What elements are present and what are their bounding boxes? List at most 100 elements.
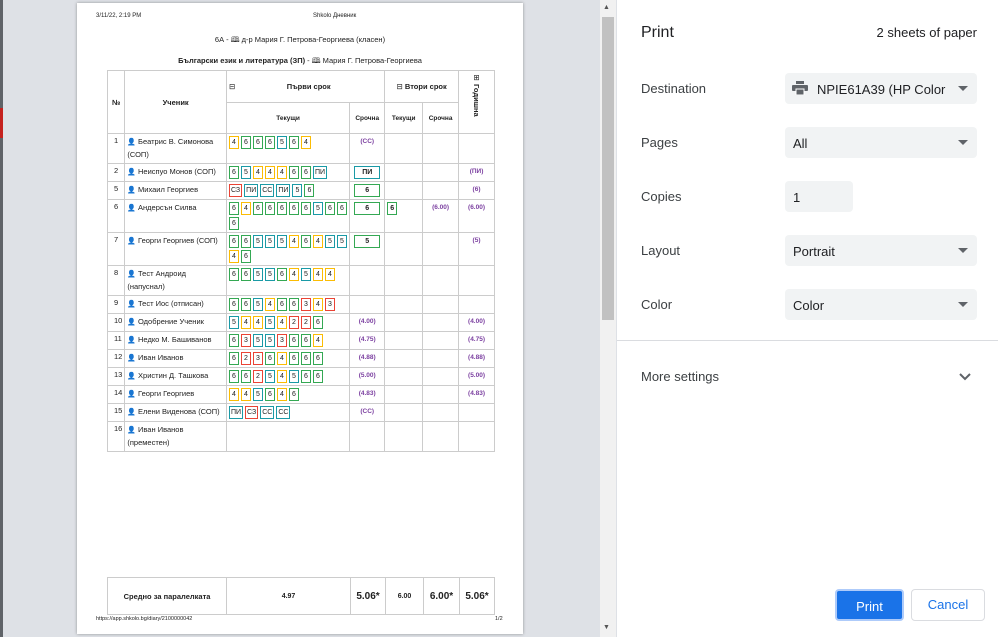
grade-badge[interactable]: 2 <box>300 316 311 329</box>
grade-badge[interactable]: СЗ <box>245 406 259 419</box>
grade-badge[interactable]: ПИ <box>228 406 243 419</box>
grade-badge[interactable]: 4 <box>264 298 275 311</box>
grade-badge[interactable]: 6 <box>312 352 323 365</box>
layout-select[interactable]: Portrait <box>785 235 977 266</box>
print-button[interactable]: Print <box>835 589 904 621</box>
grade-badge[interactable]: 3 <box>276 334 287 347</box>
scroll-up-icon[interactable]: ▲ <box>603 4 610 11</box>
color-select[interactable]: Color <box>785 289 977 320</box>
student-name-text[interactable]: Георги Георгиев <box>138 389 195 398</box>
grade-badge[interactable]: 4 <box>288 235 299 248</box>
grade-badge[interactable]: 5 <box>264 334 275 347</box>
grade-badge[interactable]: 5 <box>264 316 275 329</box>
grade-badge[interactable]: 5 <box>252 334 263 347</box>
grade-badge[interactable]: 5 <box>252 268 263 281</box>
grade-badge[interactable]: 6 <box>300 370 311 383</box>
student-name-text[interactable]: Недко М. Башиванов <box>138 335 212 344</box>
grade-badge[interactable]: 6 <box>228 217 239 230</box>
grade-badge[interactable]: 6 <box>264 388 275 401</box>
grade-badge[interactable]: 6 <box>228 235 239 248</box>
grade-badge[interactable]: 6 <box>312 370 323 383</box>
grade-badge[interactable]: 4 <box>276 370 287 383</box>
term2-header[interactable]: ⊟ Втори срок <box>384 70 460 103</box>
grade-badge[interactable]: 6 <box>228 268 239 281</box>
grade-badge[interactable]: 4 <box>312 268 323 281</box>
scroll-down-icon[interactable]: ▼ <box>603 624 610 631</box>
student-name-text[interactable]: Одобрение Ученик <box>138 317 204 326</box>
collapse-icon[interactable]: ⊟ <box>396 82 403 91</box>
grade-badge[interactable]: 6 <box>288 136 299 149</box>
student-name-text[interactable]: Тест Иос (отписан) <box>138 299 204 308</box>
grade-badge[interactable]: 5 <box>264 235 275 248</box>
grade-badge[interactable]: 6 <box>276 298 287 311</box>
student-name-text[interactable]: Иван Иванов (преместен) <box>127 425 184 447</box>
grade-badge[interactable]: 5 <box>312 202 323 215</box>
annual-header[interactable]: ⊞ Годишна <box>458 70 495 134</box>
grade-badge[interactable]: 5 <box>288 370 299 383</box>
grade-badge[interactable]: 5 <box>240 166 251 179</box>
grade-badge[interactable]: 4 <box>312 334 323 347</box>
grade-badge[interactable]: 6 <box>300 202 311 215</box>
grade-badge[interactable]: ПИ <box>276 184 291 197</box>
student-name-text[interactable]: Христин Д. Ташкова <box>138 371 209 380</box>
grade-badge[interactable]: 6 <box>240 268 251 281</box>
grade-badge[interactable]: 6 <box>288 334 299 347</box>
grade-badge[interactable]: 6 <box>240 370 251 383</box>
grade-badge[interactable]: 4 <box>228 136 239 149</box>
grade-badge[interactable]: 6 <box>228 202 239 215</box>
student-name-text[interactable]: Беатрис В. Симонова (СОП) <box>127 137 214 159</box>
grade-badge[interactable]: 5 <box>292 184 303 197</box>
grade-badge[interactable]: 6 <box>228 298 239 311</box>
grade-badge[interactable]: 6 <box>252 136 263 149</box>
student-name-text[interactable]: Елени Виденова (СОП) <box>138 407 220 416</box>
grade-badge[interactable]: 6 <box>264 136 275 149</box>
copies-input[interactable]: 1 <box>785 181 853 212</box>
grade-badge[interactable]: 5 <box>336 235 347 248</box>
grade-badge[interactable]: 4 <box>288 268 299 281</box>
grade-badge[interactable]: 4 <box>228 250 239 263</box>
grade-badge[interactable]: 5 <box>252 388 263 401</box>
grade-badge[interactable]: 5 <box>252 298 263 311</box>
grade-badge[interactable]: 6 <box>312 316 323 329</box>
expand-icon[interactable]: ⊞ <box>473 73 480 82</box>
grade-badge[interactable]: 6 <box>288 352 299 365</box>
grade-badge[interactable]: 6 <box>288 388 299 401</box>
grade-badge[interactable]: 4 <box>276 316 287 329</box>
term1-header[interactable]: ⊟ Първи срок <box>225 70 386 103</box>
grade-badge[interactable]: 4 <box>276 388 287 401</box>
grade-badge[interactable]: 4 <box>252 166 263 179</box>
grade-badge[interactable]: 2 <box>240 352 251 365</box>
grade-badge[interactable]: 6 <box>324 202 335 215</box>
grade-badge[interactable]: 4 <box>300 136 311 149</box>
grade-badge[interactable]: 6 <box>228 334 239 347</box>
grade-badge[interactable]: 2 <box>252 370 263 383</box>
grade-badge[interactable]: СС <box>260 184 275 197</box>
grade-badge[interactable]: 5 <box>252 235 263 248</box>
grade-badge[interactable]: 3 <box>324 298 335 311</box>
grade-badge[interactable]: 6 <box>240 235 251 248</box>
grade-badge[interactable]: 5 <box>324 235 335 248</box>
grade-badge[interactable]: 5 <box>276 136 287 149</box>
grade-badge[interactable]: 6 <box>300 334 311 347</box>
grade-badge[interactable]: 6 <box>336 202 347 215</box>
student-name-text[interactable]: Тест Андроид (напуснал) <box>127 269 187 291</box>
student-name-text[interactable]: Иван Иванов <box>138 353 184 362</box>
grade-badge[interactable]: 4 <box>252 316 263 329</box>
student-name-text[interactable]: Михаил Георгиев <box>138 185 199 194</box>
grade-badge[interactable]: 3 <box>240 334 251 347</box>
grade-badge[interactable]: 3 <box>300 298 311 311</box>
grade-badge[interactable]: СС <box>276 406 291 419</box>
grade-badge[interactable]: 6 <box>304 184 315 197</box>
grade-badge[interactable]: 6 <box>252 202 263 215</box>
grade-badge[interactable]: 5 <box>264 268 275 281</box>
grade-badge[interactable]: 5 <box>300 268 311 281</box>
grade-badge[interactable]: 4 <box>276 352 287 365</box>
grade-badge[interactable]: 5 <box>228 316 239 329</box>
grade-badge[interactable]: 5 <box>264 370 275 383</box>
grade-badge[interactable]: 4 <box>312 235 323 248</box>
grade-badge[interactable]: 6 <box>276 202 287 215</box>
grade-badge[interactable]: 4 <box>228 388 239 401</box>
destination-select[interactable]: NPIE61A39 (HP Color <box>785 73 977 104</box>
grade-badge[interactable]: 6 <box>240 136 251 149</box>
student-name-text[interactable]: Андерсън Силва <box>138 203 197 212</box>
